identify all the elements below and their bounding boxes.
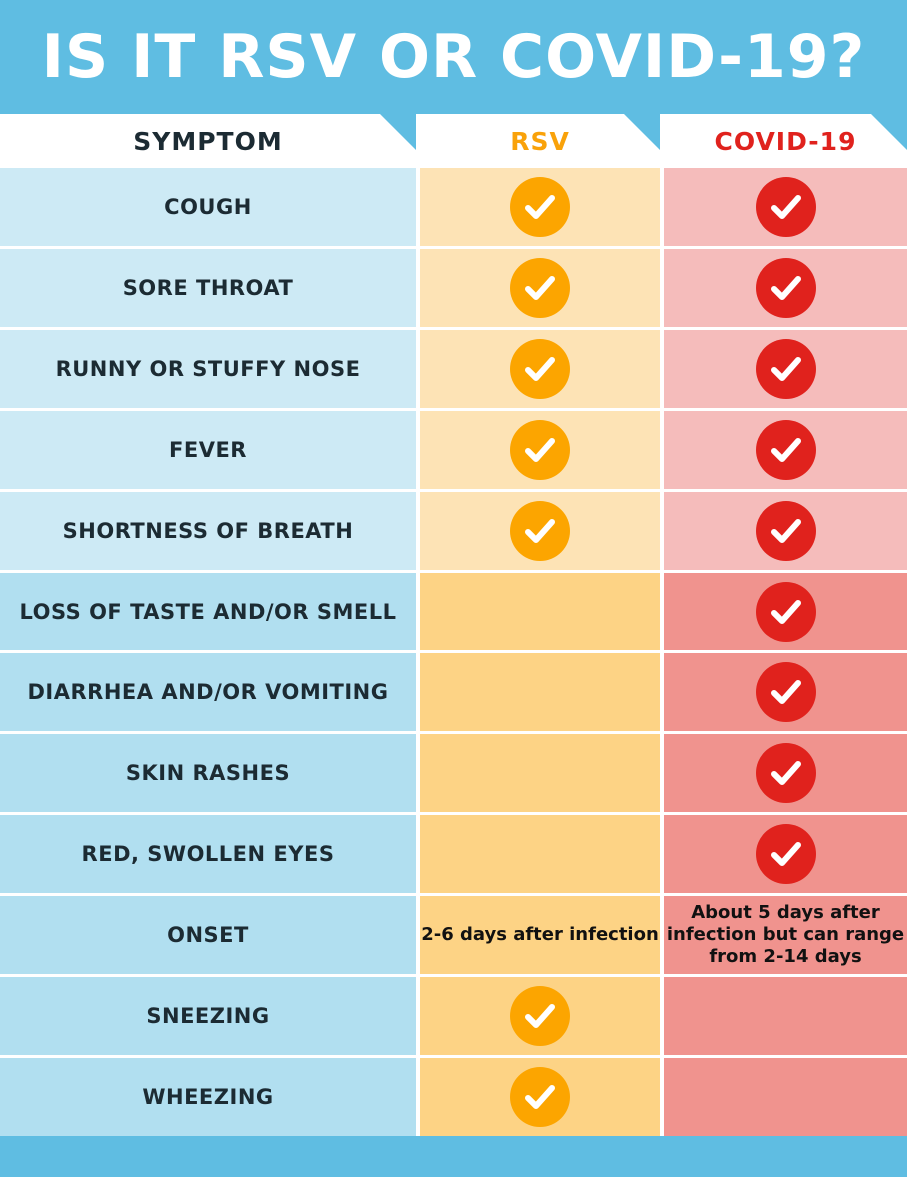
symptom-cell: COUGH	[0, 168, 416, 246]
header-symptom-label: SYMPTOM	[133, 126, 283, 156]
check-icon	[755, 500, 816, 561]
covid-cell	[664, 410, 907, 489]
symptom-label: SORE THROAT	[122, 275, 294, 300]
check-icon	[510, 500, 570, 561]
symptom-cell: RED, SWOLLEN EYES	[0, 815, 416, 894]
rsv-cell	[420, 491, 660, 570]
corner-fold	[380, 114, 416, 150]
symptom-cell: SHORTNESS OF BREATH	[0, 491, 416, 570]
rsv-cell	[420, 168, 660, 246]
rsv-cell	[420, 653, 660, 732]
check-icon	[755, 257, 816, 318]
symptom-cell: SORE THROAT	[0, 248, 416, 327]
header-rsv-label: RSV	[510, 126, 570, 156]
covid-cell	[664, 977, 907, 1056]
check-icon	[755, 419, 816, 480]
symptom-cell: DIARRHEA AND/OR VOMITING	[0, 653, 416, 732]
symptom-cell: FEVER	[0, 410, 416, 489]
check-icon	[510, 419, 570, 480]
covid-cell: About 5 days after infection but can ran…	[664, 896, 907, 975]
symptom-cell: SKIN RASHES	[0, 734, 416, 813]
header-rsv: RSV	[420, 114, 660, 168]
check-icon	[755, 176, 816, 237]
covid-cell	[664, 815, 907, 894]
rsv-cell	[420, 572, 660, 651]
rsv-cell: 2-6 days after infection	[420, 896, 660, 975]
corner-fold	[871, 114, 907, 150]
header-symptom: SYMPTOM	[0, 114, 416, 168]
rsv-cell	[420, 329, 660, 408]
check-icon	[510, 176, 570, 237]
covid-cell	[664, 491, 907, 570]
covid-cell	[664, 329, 907, 408]
symptom-label: ONSET	[167, 923, 249, 948]
check-icon	[755, 824, 816, 885]
check-icon	[510, 986, 570, 1047]
symptom-label: COUGH	[164, 194, 252, 219]
check-icon	[755, 662, 816, 723]
header-covid-label: COVID-19	[714, 126, 857, 156]
symptom-cell: SNEEZING	[0, 977, 416, 1056]
symptom-label: SNEEZING	[146, 1004, 270, 1029]
check-icon	[510, 257, 570, 318]
check-icon	[755, 743, 816, 804]
check-icon	[510, 338, 570, 399]
covid-cell	[664, 734, 907, 813]
symptom-cell: LOSS OF TASTE AND/OR SMELL	[0, 572, 416, 651]
symptom-label: SKIN RASHES	[125, 761, 291, 786]
covid-cell	[664, 168, 907, 246]
rsv-onset-text: 2-6 days after infection	[421, 924, 659, 946]
rsv-cell	[420, 977, 660, 1056]
rsv-cell	[420, 1058, 660, 1136]
symptom-cell: WHEEZING	[0, 1058, 416, 1136]
symptom-label: LOSS OF TASTE AND/OR SMELL	[19, 599, 397, 624]
symptom-cell: RUNNY OR STUFFY NOSE	[0, 329, 416, 408]
rsv-cell	[420, 734, 660, 813]
check-icon	[755, 338, 816, 399]
check-icon	[755, 581, 816, 642]
footer-band	[0, 1136, 907, 1177]
header-covid: COVID-19	[664, 114, 907, 168]
covid-cell	[664, 1058, 907, 1136]
symptom-label: SHORTNESS OF BREATH	[62, 518, 354, 543]
rsv-cell	[420, 815, 660, 894]
symptom-label: RUNNY OR STUFFY NOSE	[55, 356, 361, 381]
covid-cell	[664, 248, 907, 327]
covid-onset-text: About 5 days after infection but can ran…	[666, 902, 905, 968]
check-icon	[510, 1067, 570, 1128]
covid-cell	[664, 572, 907, 651]
symptom-label: RED, SWOLLEN EYES	[81, 842, 335, 867]
corner-fold	[624, 114, 660, 150]
symptom-label: FEVER	[169, 437, 247, 462]
symptom-label: DIARRHEA AND/OR VOMITING	[27, 680, 389, 705]
covid-cell	[664, 653, 907, 732]
page-title: IS IT RSV OR COVID-19?	[0, 0, 907, 114]
comparison-table: COUGH SORE THROAT RUNNY OR STUFFY NOSE FEVE…	[0, 168, 907, 1136]
rsv-cell	[420, 410, 660, 489]
rsv-cell	[420, 248, 660, 327]
symptom-cell: ONSET	[0, 896, 416, 975]
symptom-label: WHEEZING	[142, 1085, 274, 1110]
